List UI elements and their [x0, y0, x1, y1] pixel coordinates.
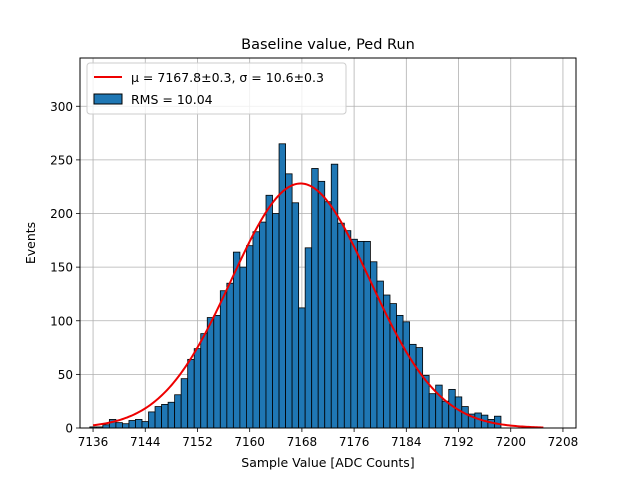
x-tick-label: 7152	[182, 435, 213, 449]
x-tick-label: 7184	[391, 435, 422, 449]
histogram-bar	[115, 422, 123, 429]
x-tick-label: 7192	[443, 435, 474, 449]
histogram-bar	[239, 266, 247, 429]
legend-box	[86, 62, 347, 115]
histogram-bar	[219, 290, 228, 429]
histogram-bar	[461, 406, 469, 429]
histogram-bar	[278, 143, 286, 429]
histogram-bar	[122, 423, 130, 429]
histogram-bar	[246, 245, 254, 429]
y-tick-label: 100	[50, 314, 73, 328]
histogram-bar	[454, 396, 463, 429]
histogram-bar	[428, 393, 437, 429]
legend-fit-label: μ = 7167.8±0.3, σ = 10.6±0.3	[131, 70, 324, 85]
histogram-bar	[324, 201, 332, 429]
histogram-bar	[448, 388, 456, 429]
histogram-bar	[161, 404, 169, 429]
histogram-bar	[141, 421, 149, 429]
histogram-bar	[356, 240, 365, 429]
histogram-bar	[213, 314, 221, 429]
y-tick-label: 50	[58, 368, 73, 382]
histogram-bar	[265, 194, 273, 429]
histogram-bar	[272, 213, 280, 429]
y-tick-label: 200	[50, 207, 73, 221]
y-tick-label: 300	[50, 100, 73, 114]
histogram-bar	[206, 317, 215, 429]
x-axis-label: Sample Value [ADC Counts]	[241, 455, 414, 470]
y-tick-label: 250	[50, 153, 73, 167]
histogram-bar	[317, 180, 326, 429]
histogram-bar	[232, 251, 241, 429]
histogram-bar	[311, 168, 319, 429]
histogram-bar	[187, 358, 195, 429]
x-axis-ticks: 7136 7144 7152 7160 7168 7176 7184 7192 7200 7208	[78, 428, 578, 449]
y-tick-label: 0	[65, 422, 73, 436]
x-tick-label: 7144	[130, 435, 161, 449]
y-axis-ticks: 0 50 100 150 200 250 300	[50, 100, 80, 436]
histogram-bars	[89, 143, 502, 429]
histogram-bar	[252, 231, 260, 429]
x-tick-label: 7136	[78, 435, 109, 449]
y-tick-label: 150	[50, 261, 73, 275]
legend: μ = 7167.8±0.3, σ = 10.6±0.3 RMS = 10.04	[86, 62, 347, 115]
histogram-bar	[337, 222, 345, 429]
histogram-bar	[148, 411, 156, 429]
chart-title: Baseline value, Ped Run	[241, 37, 415, 53]
histogram-bar	[259, 221, 267, 429]
x-tick-label: 7208	[548, 435, 579, 449]
x-tick-label: 7200	[495, 435, 526, 449]
histogram-bar	[180, 378, 189, 429]
histogram-bar	[154, 406, 162, 429]
plot-frame	[79, 57, 577, 429]
histogram-bar	[415, 347, 424, 429]
histogram-bar	[402, 321, 410, 429]
histogram-bar	[409, 343, 417, 429]
gaussian-fit-curve	[92, 182, 544, 429]
histogram-bar	[226, 282, 234, 429]
histogram-bar	[193, 348, 202, 429]
histogram-bar	[330, 163, 339, 429]
histogram-bar	[396, 314, 404, 429]
legend-hist-label: RMS = 10.04	[131, 92, 213, 107]
histogram-bar	[285, 173, 293, 429]
histogram-bar	[291, 202, 300, 429]
legend-hist-swatch	[93, 93, 123, 105]
x-tick-label: 7160	[234, 435, 265, 449]
histogram-bar	[494, 415, 502, 429]
histogram-bar	[200, 333, 208, 429]
histogram-bar	[135, 419, 143, 429]
histogram-bar	[174, 394, 182, 429]
histogram-bar	[441, 400, 450, 429]
histogram-bar	[304, 247, 313, 429]
y-axis-label: Events	[23, 222, 38, 264]
histogram-bar	[343, 230, 352, 429]
histogram-bar	[350, 238, 358, 429]
histogram-bar	[128, 420, 136, 429]
x-tick-label: 7168	[287, 435, 318, 449]
histogram-bar	[298, 307, 306, 429]
histogram-bar	[167, 401, 176, 429]
x-tick-label: 7176	[339, 435, 370, 449]
